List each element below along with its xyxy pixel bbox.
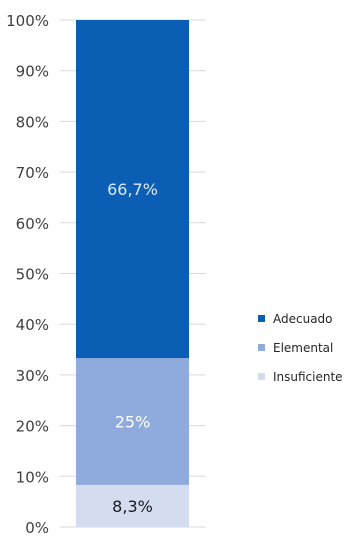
legend-label-adecuado: Adecuado [273, 312, 333, 326]
legend-label-elemental: Elemental [273, 341, 333, 355]
y-tick-label: 0% [25, 519, 49, 536]
legend: Adecuado Elemental Insuficiente [258, 312, 343, 384]
bar-segment-elemental [76, 358, 189, 485]
data-label-insuficiente: 8,3% [112, 497, 153, 516]
legend-swatch-adecuado [258, 315, 265, 322]
y-tick-label: 100% [6, 12, 49, 30]
legend-label-insuficiente: Insuficiente [273, 370, 343, 384]
y-tick-label: 60% [16, 215, 49, 233]
y-tick-label: 20% [16, 418, 49, 436]
data-label-adecuado: 66,7% [107, 180, 158, 199]
bar-segment-adecuado [76, 20, 189, 359]
y-tick-label: 40% [16, 316, 49, 334]
bar-segments [76, 20, 189, 527]
y-tick-label: 90% [16, 63, 49, 81]
y-tick-label: 70% [16, 164, 49, 182]
y-tick-label: 80% [16, 113, 49, 131]
y-tick-label: 30% [16, 367, 49, 385]
y-axis-ticks: 0% 10% 20% 30% 40% 50% 60% 70% 80% 90% 100% [6, 12, 49, 536]
legend-swatch-insuficiente [258, 373, 265, 380]
bar-segment-insuficiente [76, 484, 189, 527]
y-tick-label: 50% [16, 266, 49, 284]
y-tick-label: 10% [16, 468, 49, 486]
legend-swatch-elemental [258, 344, 265, 351]
data-label-elemental: 25% [115, 413, 151, 432]
data-labels: 8,3% 25% 66,7% [107, 180, 158, 516]
